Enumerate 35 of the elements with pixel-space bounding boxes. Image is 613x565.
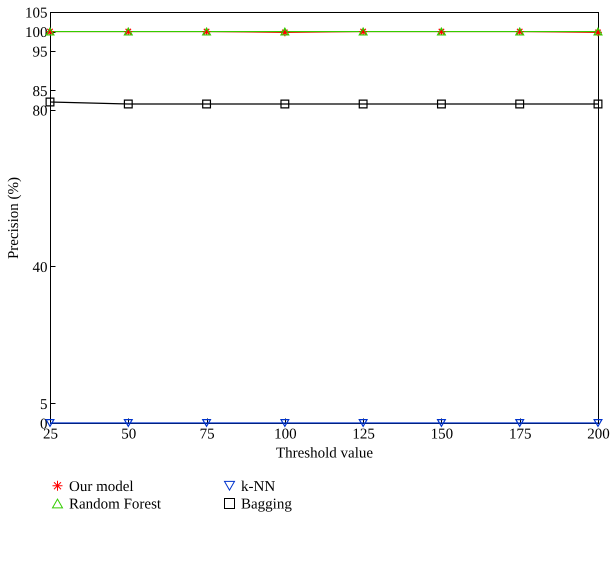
x-axis-title: Threshold value: [276, 446, 374, 462]
point: [515, 100, 524, 108]
point: [124, 100, 133, 108]
x-tick-label: 125: [352, 426, 375, 442]
y-tick-label: 40: [32, 260, 48, 276]
x-tick-label: 150: [430, 426, 454, 442]
x-tick-label: 200: [587, 426, 610, 442]
y-tick-label: 105: [25, 6, 48, 22]
legend-label: k-NN: [241, 478, 276, 495]
point: [594, 100, 602, 108]
y-tick-label: 80: [32, 103, 48, 120]
y-tick-label: 85: [32, 84, 48, 100]
point: [124, 419, 133, 427]
x-tick-label: 175: [508, 426, 532, 442]
y-axis-title: Precision (%): [6, 176, 22, 260]
point: [436, 419, 446, 427]
point: [202, 419, 212, 427]
y-tick-label: 95: [32, 44, 48, 61]
x-tick-label: 100: [274, 426, 297, 442]
point: [436, 100, 446, 108]
point: [280, 100, 290, 108]
y-tick-label: 100: [25, 25, 48, 42]
point: [358, 419, 368, 427]
point: [515, 419, 524, 427]
y-tick-label: 5: [40, 396, 48, 413]
legend-label: Our model: [69, 478, 134, 495]
point: [594, 419, 602, 427]
point: [202, 100, 212, 108]
point: [46, 98, 54, 106]
x-tick-label: 75: [200, 426, 215, 442]
point: [280, 419, 290, 427]
legend-label: Bagging: [241, 496, 292, 512]
point: [358, 100, 368, 108]
x-tick-label: 50: [121, 426, 136, 442]
legend-label: Random Forest: [69, 496, 162, 512]
